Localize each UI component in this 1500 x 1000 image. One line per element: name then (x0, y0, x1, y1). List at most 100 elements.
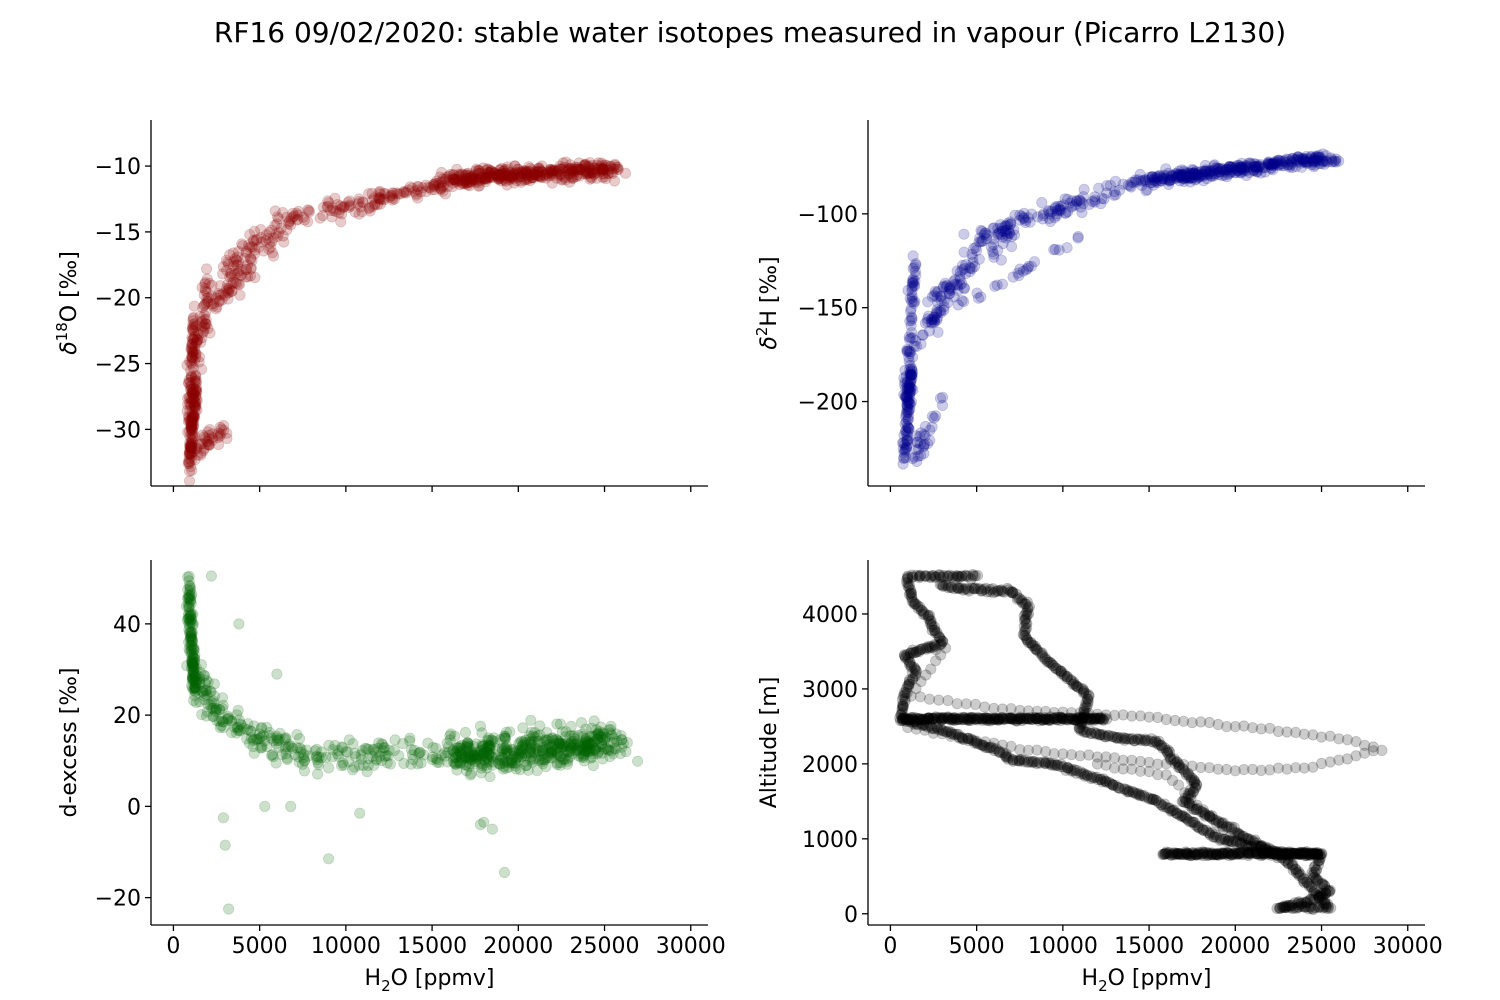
data-point (975, 291, 987, 303)
data-point (212, 429, 224, 441)
data-point (368, 199, 381, 211)
data-point (231, 251, 243, 263)
data-point (454, 179, 466, 191)
y-tick-label: −20 (95, 887, 141, 912)
data-point (507, 171, 519, 183)
data-point (232, 246, 245, 258)
data-point (451, 176, 463, 188)
data-point (900, 411, 912, 423)
data-point (244, 252, 257, 264)
data-point (201, 292, 213, 304)
data-point (189, 331, 201, 343)
data-point (198, 299, 210, 311)
data-point (901, 435, 913, 447)
data-point (545, 164, 557, 176)
data-point (184, 399, 196, 411)
data-point (579, 158, 592, 170)
data-point (255, 224, 267, 236)
data-point (503, 173, 516, 186)
data-point (404, 181, 416, 193)
data-point (560, 156, 572, 168)
data-point (182, 377, 195, 389)
data-point (392, 188, 404, 200)
data-point (556, 174, 568, 186)
data-point (185, 393, 197, 405)
data-point (521, 170, 534, 182)
data-point (505, 171, 517, 183)
data-point (201, 286, 213, 298)
data-point (969, 698, 982, 711)
data-point (219, 839, 231, 851)
data-point (324, 204, 337, 216)
data-point (934, 578, 946, 591)
data-point (187, 348, 200, 360)
data-point (512, 163, 524, 176)
data-point (183, 425, 196, 437)
data-point (480, 164, 493, 176)
data-point (437, 175, 450, 187)
data-point (557, 157, 569, 169)
data-point (196, 438, 208, 450)
data-point (462, 176, 475, 188)
data-point (198, 320, 210, 332)
data-point (184, 405, 196, 417)
data-point (1153, 170, 1166, 182)
data-point (507, 171, 519, 183)
data-point (989, 280, 1001, 292)
data-point (517, 722, 529, 734)
data-point (631, 755, 644, 767)
data-point (453, 174, 465, 186)
data-point (183, 456, 195, 468)
data-point (231, 267, 243, 279)
data-point (208, 678, 220, 690)
data-point (246, 240, 258, 253)
data-point (905, 370, 918, 382)
data-point (411, 192, 424, 204)
data-point (548, 164, 560, 176)
data-point (453, 168, 465, 181)
data-point (183, 410, 195, 422)
data-point (435, 183, 447, 195)
data-point (973, 253, 985, 265)
data-point (554, 163, 567, 175)
data-point (330, 205, 342, 218)
data-point (582, 167, 595, 179)
data-point (251, 734, 263, 746)
data-point (910, 259, 922, 271)
data-point (185, 383, 197, 395)
data-point (551, 167, 563, 179)
data-point (215, 428, 227, 440)
data-point (363, 188, 375, 200)
data-point (520, 166, 532, 178)
data-point (190, 383, 202, 395)
data-point (375, 194, 387, 206)
data-point (608, 163, 620, 175)
data-point (526, 171, 538, 184)
data-point (249, 271, 261, 284)
data-point (474, 174, 486, 186)
data-point (241, 259, 254, 271)
data-point (284, 219, 297, 231)
data-point (197, 326, 209, 338)
data-point (185, 419, 198, 431)
data-point (468, 174, 480, 186)
data-point (501, 179, 513, 191)
x-label-sub: 2 (381, 977, 391, 995)
data-point (1074, 194, 1086, 206)
data-point (190, 377, 202, 389)
data-point (198, 431, 210, 443)
data-point (182, 457, 194, 469)
data-point (186, 425, 199, 437)
data-point (516, 165, 529, 177)
data-point (486, 166, 498, 178)
data-point (331, 199, 344, 211)
data-point (905, 369, 918, 381)
data-point (189, 397, 201, 409)
data-point (463, 180, 476, 192)
data-point (265, 241, 277, 253)
data-point (412, 181, 424, 193)
data-point (187, 396, 200, 408)
data-point (479, 172, 491, 184)
data-point (204, 423, 216, 436)
data-point (187, 388, 200, 400)
